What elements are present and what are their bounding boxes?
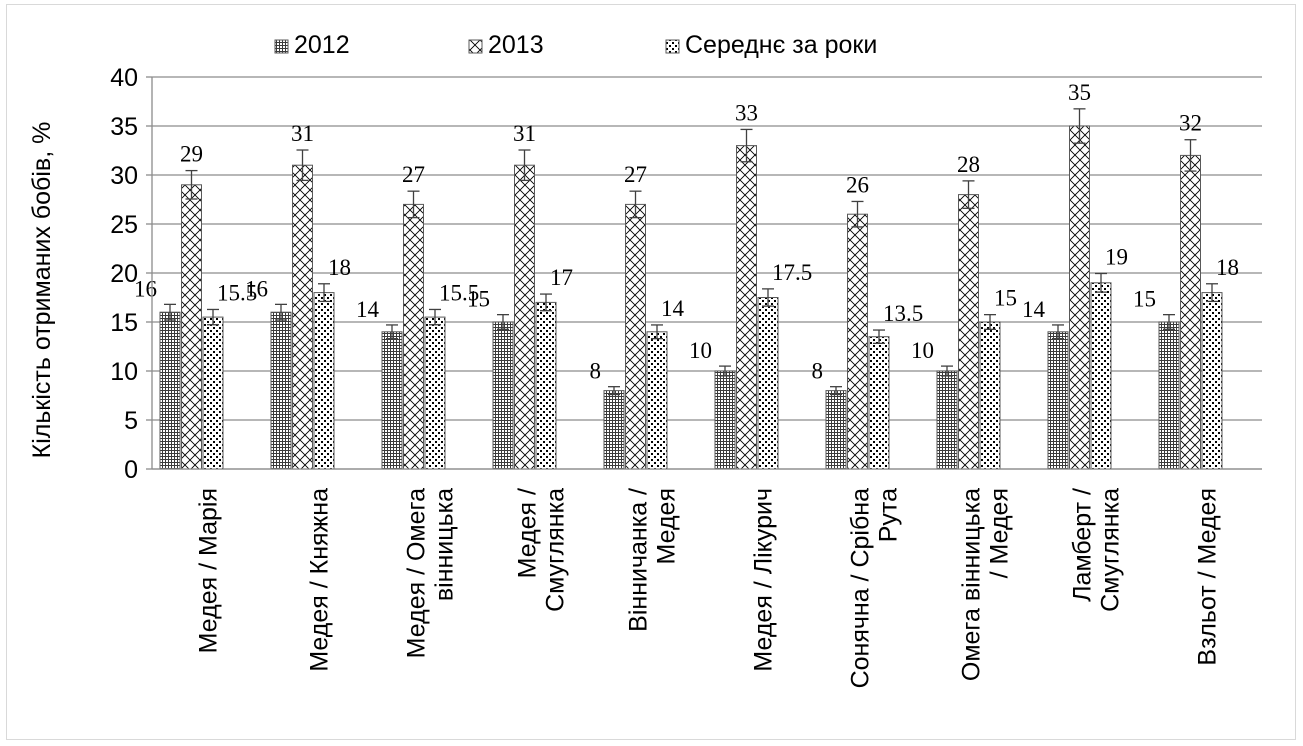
x-category-label: Вінничанка /: [625, 488, 653, 632]
x-category-label: Смуглянка: [542, 488, 570, 612]
bars: [159, 108, 1223, 470]
bar-2013-6: [847, 213, 868, 470]
data-label: 15.5: [217, 280, 257, 305]
y-tick-label: 0: [124, 456, 138, 484]
y-tick-label: 30: [110, 162, 138, 190]
bar-Середнє за роки-9: [1201, 292, 1223, 470]
x-category-label: Ламберт /: [1069, 488, 1097, 602]
x-category-label: / Медея: [986, 488, 1014, 578]
bar-2012-5: [714, 370, 736, 470]
bar-Середнє за роки-1: [313, 292, 335, 470]
bar-2013-8: [1069, 125, 1090, 470]
data-label: 17: [550, 265, 573, 290]
legend-swatch: [665, 39, 680, 54]
y-tick-label: 5: [124, 407, 138, 435]
legend: 2012 2013 Середнє за роки: [274, 31, 877, 59]
bar-2013-9: [1180, 154, 1201, 470]
bar-2013-0: [181, 184, 202, 470]
y-tick-label: 10: [110, 358, 138, 386]
bar-Середнє за роки-2: [424, 316, 446, 470]
data-label: 14: [1022, 297, 1046, 322]
x-category-label: Медея /: [514, 488, 542, 578]
chart-frame: [6, 4, 1296, 740]
bar-2013-7: [958, 194, 979, 470]
legend-swatch: [274, 39, 289, 54]
data-label: 10: [911, 338, 934, 363]
x-category-label: Медея: [653, 488, 681, 565]
bar-Середнє за роки-3: [535, 301, 557, 470]
bar-2012-8: [1047, 331, 1069, 470]
legend-label: 2012: [294, 31, 350, 59]
x-category-label: Взльот / Медея: [1194, 488, 1222, 666]
data-label: 10: [689, 338, 712, 363]
y-tick-label: 40: [110, 64, 138, 92]
legend-swatch: [468, 39, 483, 54]
data-label: 14: [356, 297, 380, 322]
data-label: 17.5: [772, 260, 812, 285]
data-label: 19: [1105, 244, 1128, 269]
bar-2012-0: [159, 311, 181, 470]
x-category-label: Смуглянка: [1097, 488, 1125, 612]
data-label: 15: [467, 287, 490, 312]
bar-Середнє за роки-0: [202, 316, 224, 470]
bar-2012-2: [381, 331, 403, 470]
bar-2012-6: [825, 390, 847, 470]
data-label: 31: [513, 121, 536, 146]
bar-2012-9: [1158, 321, 1180, 470]
data-label: 18: [1216, 255, 1239, 280]
data-label: 29: [180, 142, 203, 167]
bar-2012-7: [936, 370, 958, 470]
y-tick-label: 25: [110, 211, 138, 239]
y-tick-label: 35: [110, 113, 138, 141]
axes: 0 5 10 15 20 25 30 35 40 Медея / Марія Медея / Кня…: [110, 64, 1262, 688]
data-label: 18: [328, 255, 351, 280]
data-label: 13.5: [883, 301, 923, 326]
x-category-label: Медея / Княжна: [306, 488, 334, 672]
bar-Середнє за роки-7: [979, 321, 1001, 470]
bar-Середнє за роки-8: [1090, 282, 1112, 470]
data-label: 15.5: [439, 280, 479, 305]
bar-2013-5: [736, 145, 757, 470]
data-label: 14: [661, 296, 685, 321]
bar-2012-3: [492, 321, 514, 470]
data-label: 8: [590, 359, 602, 384]
bar-2013-3: [514, 164, 535, 470]
data-label: 15: [1133, 287, 1156, 312]
data-label: 16: [245, 276, 268, 301]
bar-Середнє за роки-6: [868, 336, 890, 470]
data-label: 27: [402, 162, 425, 187]
x-category-label: Медея / Омега: [403, 488, 431, 658]
x-category-label: Сонячна / Срібна: [847, 488, 875, 689]
bar-Середнє за роки-5: [757, 297, 779, 470]
data-label: 8: [812, 359, 824, 384]
bar-Середнє за роки-4: [646, 331, 668, 470]
data-label: 32: [1179, 111, 1202, 136]
x-category-label: Рута: [875, 488, 903, 542]
y-tick-label: 15: [110, 309, 138, 337]
data-label: 26: [846, 172, 869, 197]
data-label: 31: [291, 121, 314, 146]
bar-2013-2: [403, 203, 424, 470]
legend-label: 2013: [488, 31, 544, 59]
bar-2012-4: [603, 390, 625, 470]
bar-2013-4: [625, 203, 646, 470]
x-category-label: Омега вінницька: [958, 488, 986, 681]
legend-label: Середнє за роки: [685, 31, 877, 59]
x-category-label: Медея / Лікурич: [750, 488, 778, 672]
bar-2013-1: [292, 164, 313, 470]
x-category-label: вінницька: [431, 488, 459, 601]
x-category-label: Медея / Марія: [195, 488, 223, 653]
y-axis-label: Кількість отриманих бобів, %: [28, 122, 56, 459]
bar-2012-1: [270, 311, 292, 470]
data-label: 27: [624, 162, 647, 187]
data-label: 28: [957, 152, 980, 177]
data-label: 33: [735, 100, 758, 125]
data-label: 35: [1068, 80, 1091, 105]
y-tick-label: 20: [110, 260, 138, 288]
data-label: 15: [994, 286, 1017, 311]
data-label: 16: [134, 276, 157, 301]
